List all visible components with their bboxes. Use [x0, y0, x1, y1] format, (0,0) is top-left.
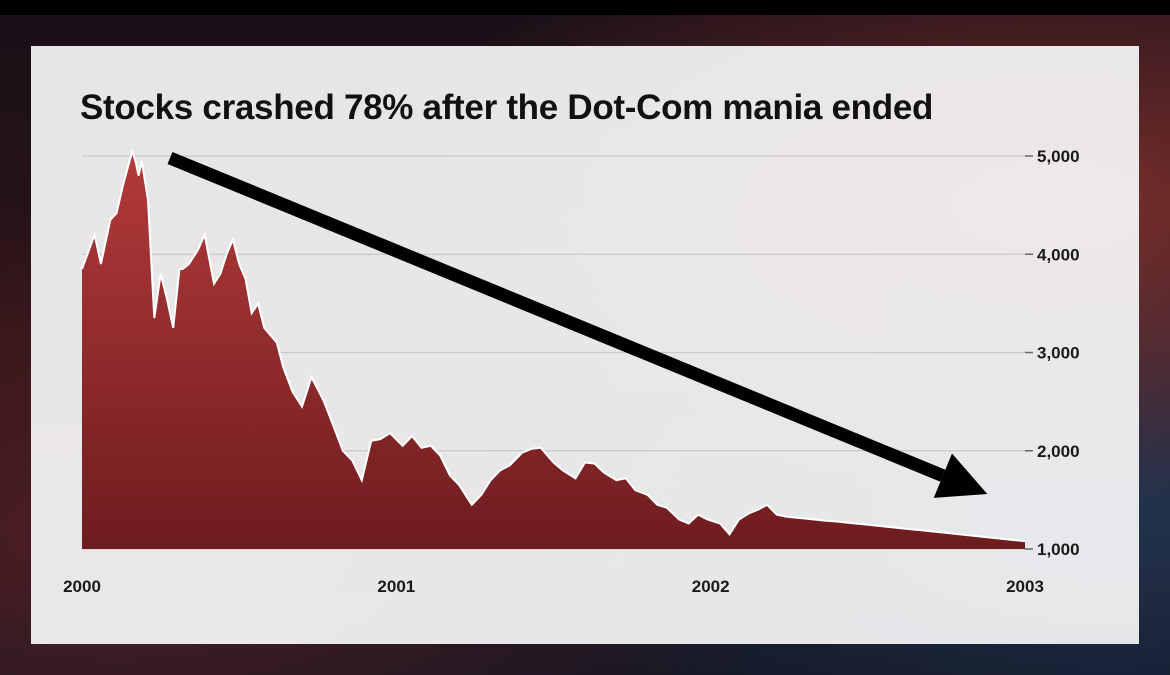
y-tick-label: 1,000	[1037, 540, 1080, 559]
area-series	[82, 151, 1025, 549]
y-axis: 1,000 2,000 3,000 4,000 5,000	[1025, 147, 1080, 559]
arrow-head	[933, 453, 988, 498]
x-tick-label: 2000	[63, 577, 101, 596]
x-tick-label: 2003	[1006, 577, 1044, 596]
area-series-outline	[81, 147, 1026, 543]
trend-arrow	[167, 151, 988, 498]
x-axis: 2000 2001 2002 2003	[63, 577, 1044, 596]
arrow-shaft	[167, 151, 946, 482]
y-tick-label: 5,000	[1037, 147, 1080, 166]
chart-title: Stocks crashed 78% after the Dot-Com man…	[80, 88, 934, 127]
y-tick-label: 4,000	[1037, 245, 1080, 264]
x-tick-label: 2002	[692, 577, 730, 596]
y-tick-label: 3,000	[1037, 344, 1080, 363]
top-bar	[0, 0, 1170, 15]
y-tick-label: 2,000	[1037, 442, 1080, 461]
x-tick-label: 2001	[377, 577, 415, 596]
